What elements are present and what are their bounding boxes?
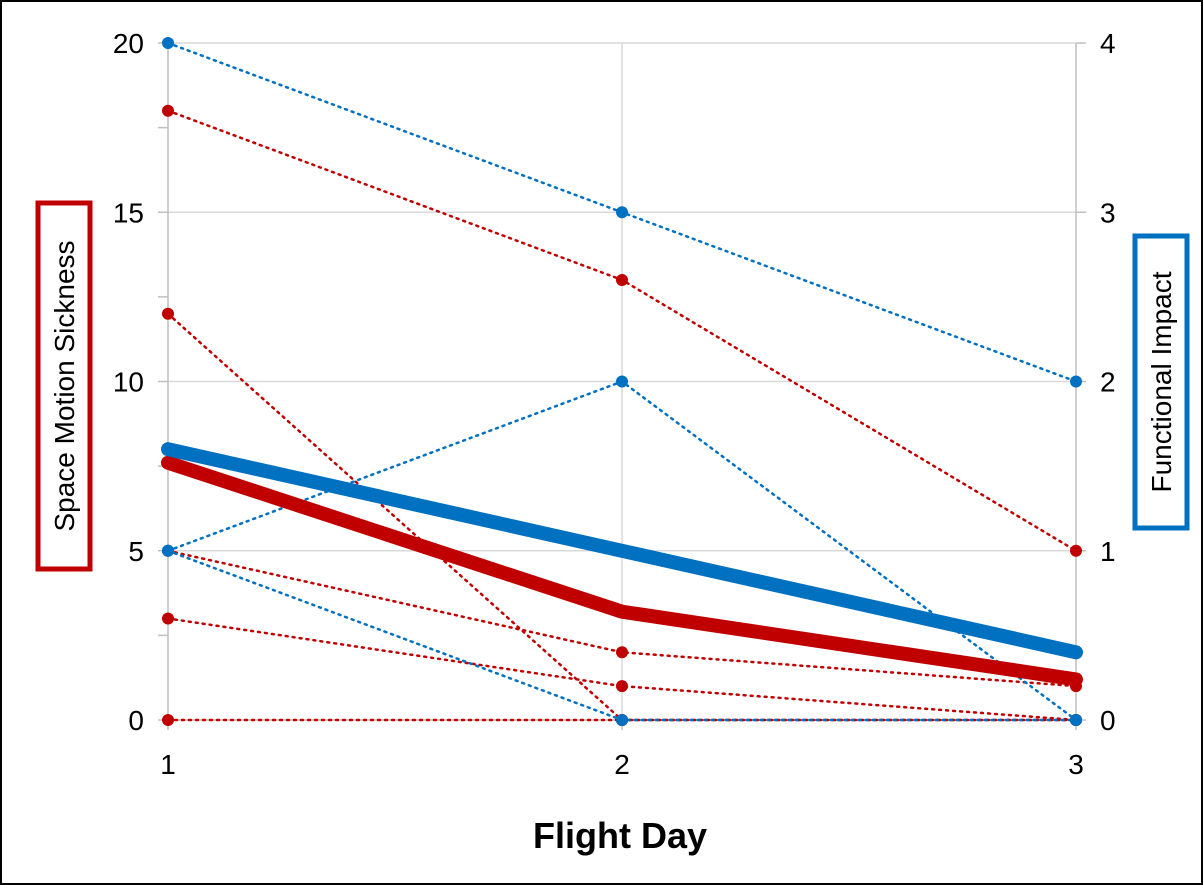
- data-point: [616, 273, 628, 286]
- x-axis-title: Flight Day: [533, 815, 707, 856]
- y-axis-right-title: Functional Impact: [1132, 233, 1190, 531]
- data-point: [162, 612, 174, 625]
- x-tick-label: 1: [160, 749, 176, 780]
- y-left-tick-label: 15: [113, 197, 144, 228]
- series-functional-mean-9: [161, 442, 1083, 660]
- y-right-tick-label: 4: [1100, 28, 1116, 59]
- data-point: [616, 714, 628, 726]
- data-point: [1070, 375, 1082, 388]
- y-axis-right-title-text: Functional Impact: [1146, 271, 1177, 492]
- data-point: [162, 104, 174, 117]
- data-point: [616, 680, 628, 693]
- data-point: [162, 714, 174, 726]
- series-dotted-line: [166, 617, 1078, 722]
- data-point: [162, 37, 174, 49]
- y-left-tick-label: 0: [128, 705, 144, 736]
- y-right-tick-label: 3: [1100, 197, 1116, 228]
- data-point: [616, 646, 628, 659]
- data-point: [162, 307, 174, 320]
- data-point: [616, 375, 628, 388]
- data-point: [616, 206, 628, 219]
- series-mean-line: [161, 442, 1083, 660]
- y-axis-left-title: Space Motion Sickness: [35, 200, 93, 572]
- y-axis-left-title-text: Space Motion Sickness: [49, 240, 80, 531]
- x-tick-label: 2: [614, 749, 630, 780]
- y-right-tick-label: 1: [1100, 536, 1116, 567]
- y-left-tick-label: 20: [113, 28, 144, 59]
- y-right-tick-label: 2: [1100, 367, 1116, 398]
- series-functional-dotted-5: [162, 37, 1082, 388]
- series-sms-dotted-0: [162, 104, 1082, 557]
- y-left-tick-label: 5: [128, 536, 144, 567]
- series-sms-mean-8: [161, 455, 1083, 687]
- data-point: [162, 544, 174, 557]
- data-point: [1070, 714, 1082, 726]
- y-axis-right-title-box: [1132, 233, 1190, 531]
- y-right-tick-label: 0: [1100, 705, 1116, 736]
- series-functional-dotted-7: [162, 544, 1082, 726]
- series-mean-line: [161, 455, 1083, 687]
- y-left-tick-label: 10: [113, 367, 144, 398]
- x-tick-label: 3: [1068, 749, 1084, 780]
- data-point: [1070, 544, 1082, 557]
- series-layer: [161, 37, 1083, 726]
- y-axis-left-title-box: [35, 200, 93, 572]
